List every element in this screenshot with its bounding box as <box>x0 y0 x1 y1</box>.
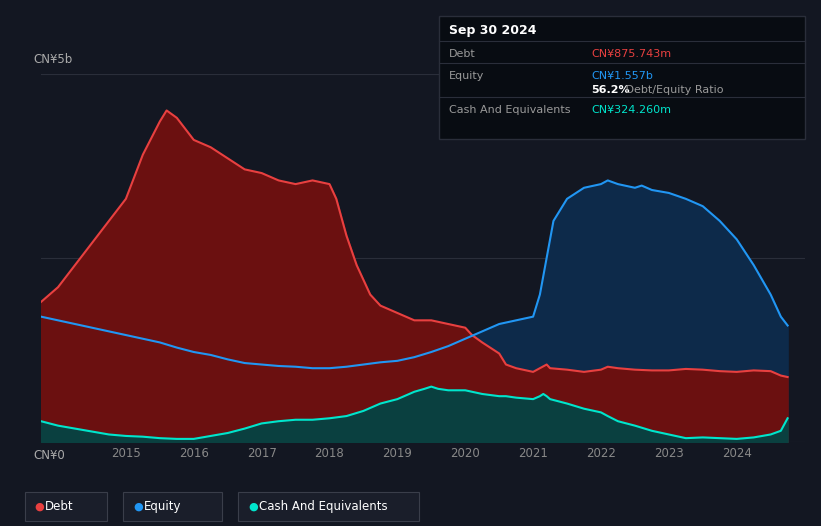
Text: Debt/Equity Ratio: Debt/Equity Ratio <box>622 85 724 95</box>
Text: Debt: Debt <box>449 49 476 59</box>
Text: CN¥324.260m: CN¥324.260m <box>591 105 671 115</box>
Text: 56.2%: 56.2% <box>591 85 630 95</box>
Text: CN¥1.557b: CN¥1.557b <box>591 71 653 81</box>
Text: Cash And Equivalents: Cash And Equivalents <box>449 105 571 115</box>
Text: ●: ● <box>133 501 143 511</box>
Text: Debt: Debt <box>45 500 74 513</box>
Text: ●: ● <box>34 501 44 511</box>
Text: CN¥5b: CN¥5b <box>34 53 73 66</box>
Text: Equity: Equity <box>449 71 484 81</box>
Text: Sep 30 2024: Sep 30 2024 <box>449 24 537 37</box>
Text: Equity: Equity <box>144 500 181 513</box>
Text: CN¥875.743m: CN¥875.743m <box>591 49 672 59</box>
Text: ●: ● <box>248 501 258 511</box>
Text: CN¥0: CN¥0 <box>34 449 65 462</box>
Text: Cash And Equivalents: Cash And Equivalents <box>259 500 388 513</box>
